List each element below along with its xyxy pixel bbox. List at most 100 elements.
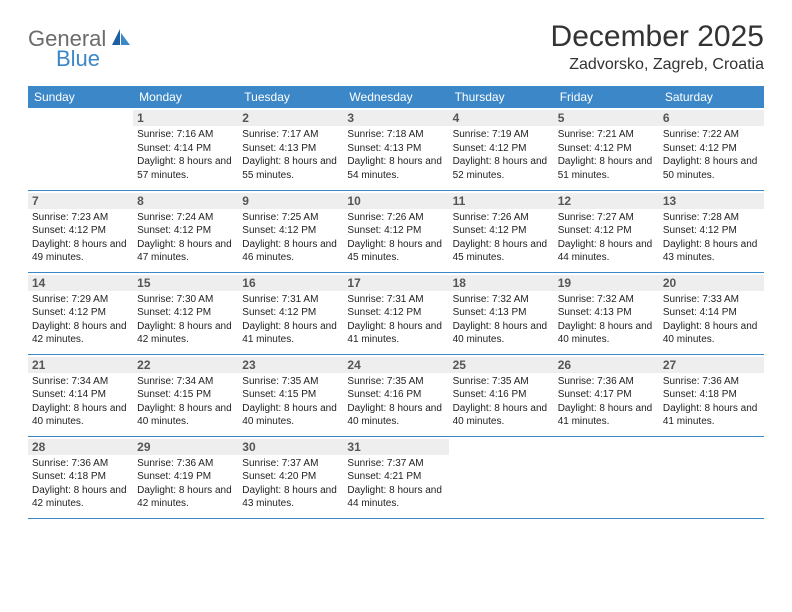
day-number: 25 [449, 357, 554, 373]
calendar-day-cell: 18 Sunrise: 7:32 AMSunset: 4:13 PMDayligh… [449, 272, 554, 354]
day-number: 30 [238, 439, 343, 455]
calendar-empty-cell [449, 436, 554, 518]
calendar-day-cell: 17 Sunrise: 7:31 AMSunset: 4:12 PMDayligh… [343, 272, 448, 354]
day-number: 23 [238, 357, 343, 373]
calendar-header-row: SundayMondayTuesdayWednesdayThursdayFrid… [28, 86, 764, 108]
day-info: Sunrise: 7:21 AMSunset: 4:12 PMDaylight:… [558, 128, 655, 182]
calendar-day-cell: 25 Sunrise: 7:35 AMSunset: 4:16 PMDayligh… [449, 354, 554, 436]
day-info: Sunrise: 7:34 AMSunset: 4:15 PMDaylight:… [137, 375, 234, 429]
day-info: Sunrise: 7:30 AMSunset: 4:12 PMDaylight:… [137, 293, 234, 347]
weekday-header: Saturday [659, 86, 764, 108]
calendar-day-cell: 8 Sunrise: 7:24 AMSunset: 4:12 PMDaylight… [133, 190, 238, 272]
calendar-day-cell: 2 Sunrise: 7:17 AMSunset: 4:13 PMDaylight… [238, 108, 343, 190]
day-info: Sunrise: 7:29 AMSunset: 4:12 PMDaylight:… [32, 293, 129, 347]
day-info: Sunrise: 7:17 AMSunset: 4:13 PMDaylight:… [242, 128, 339, 182]
day-info: Sunrise: 7:37 AMSunset: 4:20 PMDaylight:… [242, 457, 339, 511]
calendar-week-row: 1Sunrise: 7:16 AMSunset: 4:14 PMDaylight… [28, 108, 764, 190]
month-title: December 2025 [551, 20, 764, 54]
day-info: Sunrise: 7:27 AMSunset: 4:12 PMDaylight:… [558, 211, 655, 265]
day-info: Sunrise: 7:35 AMSunset: 4:16 PMDaylight:… [453, 375, 550, 429]
day-number: 3 [343, 110, 448, 126]
calendar-day-cell: 22 Sunrise: 7:34 AMSunset: 4:15 PMDayligh… [133, 354, 238, 436]
day-number: 21 [28, 357, 133, 373]
day-number: 18 [449, 275, 554, 291]
day-number: 20 [659, 275, 764, 291]
day-info: Sunrise: 7:33 AMSunset: 4:14 PMDaylight:… [663, 293, 760, 347]
calendar-week-row: 7 Sunrise: 7:23 AMSunset: 4:12 PMDaylight… [28, 190, 764, 272]
calendar-empty-cell [659, 436, 764, 518]
calendar-week-row: 14 Sunrise: 7:29 AMSunset: 4:12 PMDayligh… [28, 272, 764, 354]
day-number: 14 [28, 275, 133, 291]
brand-name-2: Blue [56, 46, 100, 71]
calendar-empty-cell [28, 108, 133, 190]
calendar-day-cell: 20 Sunrise: 7:33 AMSunset: 4:14 PMDayligh… [659, 272, 764, 354]
day-info: Sunrise: 7:35 AMSunset: 4:16 PMDaylight:… [347, 375, 444, 429]
day-number: 7 [28, 193, 133, 209]
calendar-day-cell: 4 Sunrise: 7:19 AMSunset: 4:12 PMDaylight… [449, 108, 554, 190]
calendar-day-cell: 19Sunrise: 7:32 AMSunset: 4:13 PMDayligh… [554, 272, 659, 354]
weekday-header: Sunday [28, 86, 133, 108]
calendar-day-cell: 15 Sunrise: 7:30 AMSunset: 4:12 PMDayligh… [133, 272, 238, 354]
day-number: 28 [28, 439, 133, 455]
day-info: Sunrise: 7:28 AMSunset: 4:12 PMDaylight:… [663, 211, 760, 265]
day-info: Sunrise: 7:36 AMSunset: 4:17 PMDaylight:… [558, 375, 655, 429]
weekday-header: Monday [133, 86, 238, 108]
day-info: Sunrise: 7:36 AMSunset: 4:18 PMDaylight:… [663, 375, 760, 429]
day-number: 29 [133, 439, 238, 455]
calendar-week-row: 28 Sunrise: 7:36 AMSunset: 4:18 PMDayligh… [28, 436, 764, 518]
day-info: Sunrise: 7:35 AMSunset: 4:15 PMDaylight:… [242, 375, 339, 429]
weekday-header: Tuesday [238, 86, 343, 108]
day-number: 15 [133, 275, 238, 291]
calendar-day-cell: 5 Sunrise: 7:21 AMSunset: 4:12 PMDaylight… [554, 108, 659, 190]
calendar-empty-cell [554, 436, 659, 518]
location-label: Zadvorsko, Zagreb, Croatia [551, 56, 764, 74]
day-number: 24 [343, 357, 448, 373]
calendar-day-cell: 13 Sunrise: 7:28 AMSunset: 4:12 PMDayligh… [659, 190, 764, 272]
calendar-day-cell: 24 Sunrise: 7:35 AMSunset: 4:16 PMDayligh… [343, 354, 448, 436]
calendar-day-cell: 29Sunrise: 7:36 AMSunset: 4:19 PMDayligh… [133, 436, 238, 518]
day-number: 5 [554, 110, 659, 126]
day-number: 19 [554, 275, 659, 291]
day-info: Sunrise: 7:26 AMSunset: 4:12 PMDaylight:… [347, 211, 444, 265]
calendar-page: General December 2025 Zadvorsko, Zagreb,… [0, 0, 792, 539]
day-info: Sunrise: 7:36 AMSunset: 4:18 PMDaylight:… [32, 457, 129, 511]
title-block: December 2025 Zadvorsko, Zagreb, Croatia [551, 20, 764, 74]
weekday-header: Thursday [449, 86, 554, 108]
day-info: Sunrise: 7:26 AMSunset: 4:12 PMDaylight:… [453, 211, 550, 265]
day-info: Sunrise: 7:31 AMSunset: 4:12 PMDaylight:… [242, 293, 339, 347]
calendar-table: SundayMondayTuesdayWednesdayThursdayFrid… [28, 86, 764, 519]
calendar-day-cell: 7 Sunrise: 7:23 AMSunset: 4:12 PMDaylight… [28, 190, 133, 272]
day-number: 22 [133, 357, 238, 373]
day-number: 11 [449, 193, 554, 209]
day-info: Sunrise: 7:18 AMSunset: 4:13 PMDaylight:… [347, 128, 444, 182]
day-info: Sunrise: 7:22 AMSunset: 4:12 PMDaylight:… [663, 128, 760, 182]
calendar-day-cell: 16Sunrise: 7:31 AMSunset: 4:12 PMDayligh… [238, 272, 343, 354]
day-info: Sunrise: 7:24 AMSunset: 4:12 PMDaylight:… [137, 211, 234, 265]
day-number: 31 [343, 439, 448, 455]
calendar-week-row: 21 Sunrise: 7:34 AMSunset: 4:14 PMDayligh… [28, 354, 764, 436]
day-number: 8 [133, 193, 238, 209]
calendar-day-cell: 26Sunrise: 7:36 AMSunset: 4:17 PMDayligh… [554, 354, 659, 436]
day-number: 2 [238, 110, 343, 126]
day-info: Sunrise: 7:32 AMSunset: 4:13 PMDaylight:… [453, 293, 550, 347]
calendar-day-cell: 9Sunrise: 7:25 AMSunset: 4:12 PMDaylight… [238, 190, 343, 272]
weekday-header: Wednesday [343, 86, 448, 108]
day-info: Sunrise: 7:34 AMSunset: 4:14 PMDaylight:… [32, 375, 129, 429]
day-number: 1 [133, 110, 238, 126]
calendar-day-cell: 6 Sunrise: 7:22 AMSunset: 4:12 PMDaylight… [659, 108, 764, 190]
day-number: 13 [659, 193, 764, 209]
calendar-day-cell: 31Sunrise: 7:37 AMSunset: 4:21 PMDayligh… [343, 436, 448, 518]
day-number: 6 [659, 110, 764, 126]
calendar-day-cell: 10 Sunrise: 7:26 AMSunset: 4:12 PMDayligh… [343, 190, 448, 272]
day-number: 12 [554, 193, 659, 209]
calendar-day-cell: 14 Sunrise: 7:29 AMSunset: 4:12 PMDayligh… [28, 272, 133, 354]
day-info: Sunrise: 7:19 AMSunset: 4:12 PMDaylight:… [453, 128, 550, 182]
day-info: Sunrise: 7:31 AMSunset: 4:12 PMDaylight:… [347, 293, 444, 347]
calendar-day-cell: 11 Sunrise: 7:26 AMSunset: 4:12 PMDayligh… [449, 190, 554, 272]
day-info: Sunrise: 7:23 AMSunset: 4:12 PMDaylight:… [32, 211, 129, 265]
day-number: 10 [343, 193, 448, 209]
weekday-header: Friday [554, 86, 659, 108]
day-number: 17 [343, 275, 448, 291]
day-number: 4 [449, 110, 554, 126]
calendar-day-cell: 3 Sunrise: 7:18 AMSunset: 4:13 PMDaylight… [343, 108, 448, 190]
